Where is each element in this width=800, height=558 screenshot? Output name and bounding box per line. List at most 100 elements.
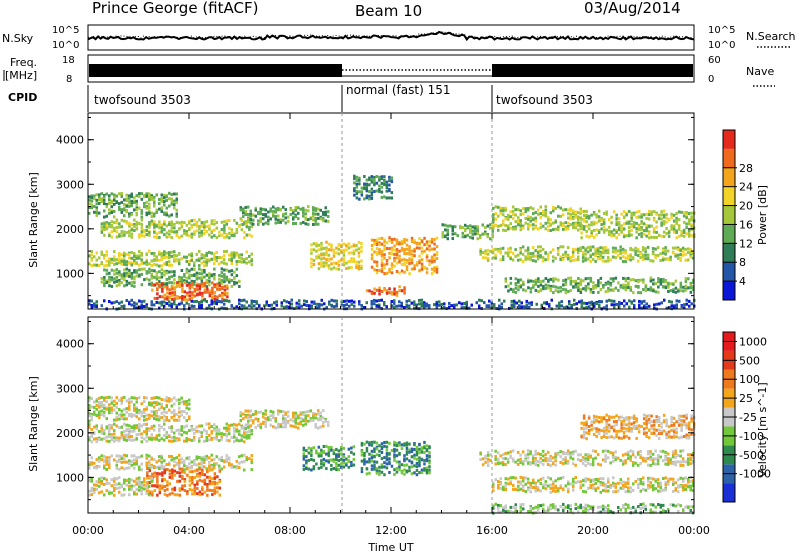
heatmap-cell [318,467,321,470]
heatmap-cell [358,182,361,185]
heatmap-cell [383,175,386,178]
heatmap-cell [143,419,146,422]
heatmap-cell [113,480,116,483]
heatmap-cell [509,247,512,250]
heatmap-cell [153,458,156,461]
heatmap-cell [216,463,219,466]
heatmap-cell [242,215,245,218]
heatmap-cell [532,461,535,464]
heatmap-cell [101,405,104,408]
heatmap-cell [116,454,119,457]
heatmap-cell [622,463,625,466]
heatmap-cell [373,178,376,181]
heatmap-cell [527,252,530,255]
heatmap-cell [371,175,374,178]
heatmap-cell [665,232,668,235]
heatmap-cell [542,260,545,263]
heatmap-cell [146,213,149,216]
heatmap-cell [213,273,216,276]
heatmap-cell [118,283,121,286]
heatmap-cell [103,455,106,458]
heatmap-cell [216,486,219,489]
heatmap-cell [507,248,510,251]
heatmap-cell [301,305,304,308]
heatmap-cell [321,303,324,306]
heatmap-cell [93,305,96,308]
heatmap-cell [121,301,124,304]
heatmap-cell [93,406,96,409]
heatmap-cell [251,253,254,256]
heatmap-cell [343,254,346,257]
heatmap-cell [270,210,273,213]
heatmap-cell [166,396,169,399]
heatmap-cell [138,423,141,426]
heatmap-cell [577,289,580,292]
heatmap-cell [158,459,161,462]
heatmap-cell [106,281,109,284]
heatmap-cell [487,458,490,461]
heatmap-cell [211,468,214,471]
heatmap-cell [622,248,625,251]
heatmap-cell [637,291,640,294]
heatmap-cell [378,470,381,473]
heatmap-cell [540,212,543,215]
heatmap-cell [305,423,308,426]
heatmap-cell [620,286,623,289]
heatmap-cell [216,256,219,259]
heatmap-cell [136,411,139,414]
heatmap-cell [388,287,391,290]
heatmap-cell [448,306,451,309]
heatmap-cell [168,397,171,400]
heatmap-cell [469,236,472,239]
heatmap-cell [652,459,655,462]
heatmap-cell [650,280,653,283]
heatmap-cell [93,205,96,208]
heatmap-cell [615,277,618,280]
heatmap-cell [603,231,606,234]
heatmap-cell [336,305,339,308]
heatmap-cell [623,210,626,213]
heatmap-cell [101,200,104,203]
heatmap-cell [156,225,159,228]
heatmap-cell [619,257,622,260]
heatmap-cell [338,264,341,267]
heatmap-cell [292,212,295,215]
heatmap-cell [128,205,131,208]
heatmap-cell [492,230,495,233]
heatmap-cell [221,234,224,237]
heatmap-cell [123,479,126,482]
heatmap-cell [173,409,176,412]
heatmap-cell [194,492,197,495]
heatmap-cell [607,290,610,293]
heatmap-cell [146,233,149,236]
heatmap-cell [121,211,124,214]
heatmap-cell [131,272,134,275]
heatmap-cell [164,286,167,289]
heatmap-cell [447,233,450,236]
heatmap-cell [540,226,543,229]
heatmap-cell [615,423,618,426]
heatmap-cell [515,208,518,211]
heatmap-cell [675,222,678,225]
heatmap-cell [608,233,611,236]
heatmap-cell [681,305,684,308]
heatmap-cell [236,222,239,225]
heatmap-cell [428,446,431,449]
heatmap-cell [562,452,565,455]
heatmap-cell [181,290,184,293]
heatmap-cell [500,224,503,227]
heatmap-cell [151,491,154,494]
heatmap-cell [368,183,371,186]
heatmap-cell [138,482,141,485]
heatmap-cell [146,435,149,438]
heatmap-cell [689,458,692,461]
heatmap-cell [116,300,119,303]
heatmap-cell [562,458,565,461]
heatmap-cell [565,221,568,224]
heatmap-cell [218,429,221,432]
heatmap-cell [494,455,497,458]
heatmap-cell [245,416,248,419]
heatmap-cell [166,232,169,235]
heatmap-cell [423,446,426,449]
heatmap-cell [156,472,159,475]
